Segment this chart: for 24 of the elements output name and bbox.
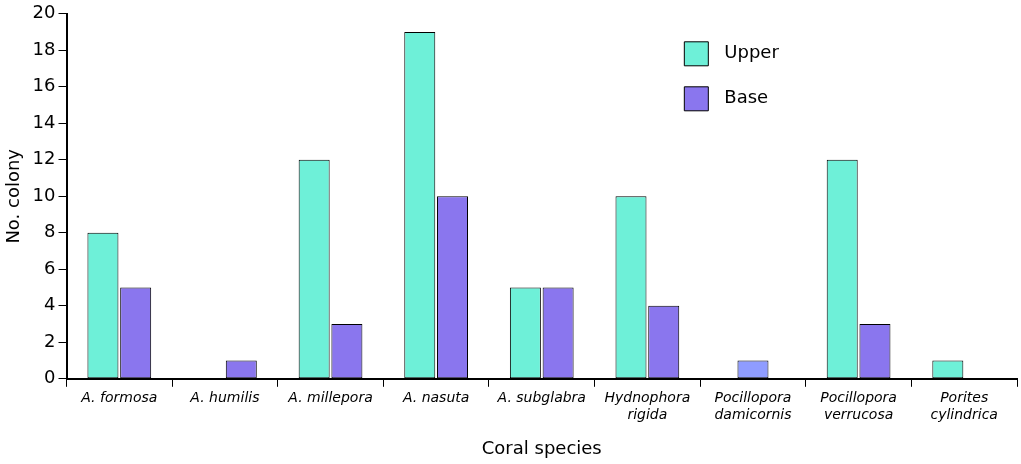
y-tick-label: 4 <box>44 293 56 315</box>
legend-label: Base <box>724 86 769 108</box>
x-axis-title: Coral species <box>481 436 602 458</box>
y-tick-label: 18 <box>32 37 56 59</box>
x-tick-label: A. formosa <box>80 388 158 405</box>
x-tick-label: A. millepora <box>287 388 373 405</box>
y-tick-label: 0 <box>44 366 56 388</box>
y-tick-label: 10 <box>32 183 56 205</box>
x-tick-label: A. humilis <box>189 388 260 405</box>
x-tick-label: A. subglabra <box>496 388 586 405</box>
y-tick-label: 8 <box>44 220 56 242</box>
x-tick-label: A. nasuta <box>401 388 470 405</box>
y-tick-label: 2 <box>44 329 56 351</box>
x-tick-label: Pocillopora damicornis <box>714 388 792 422</box>
y-tick-label: 16 <box>32 74 56 96</box>
y-tick-label: 12 <box>32 147 56 169</box>
x-tick-label: Porites cylindrica <box>930 388 998 422</box>
legend-label: Upper <box>724 41 780 63</box>
y-tick-label: 6 <box>44 256 56 278</box>
x-tick-label: Hydnophora rigida <box>604 388 691 422</box>
y-tick-label: 20 <box>32 1 56 23</box>
y-axis-title: No. colony <box>2 148 24 244</box>
x-tick-label: Pocillopora verrucosa <box>820 388 897 422</box>
y-tick-label: 14 <box>32 110 56 132</box>
